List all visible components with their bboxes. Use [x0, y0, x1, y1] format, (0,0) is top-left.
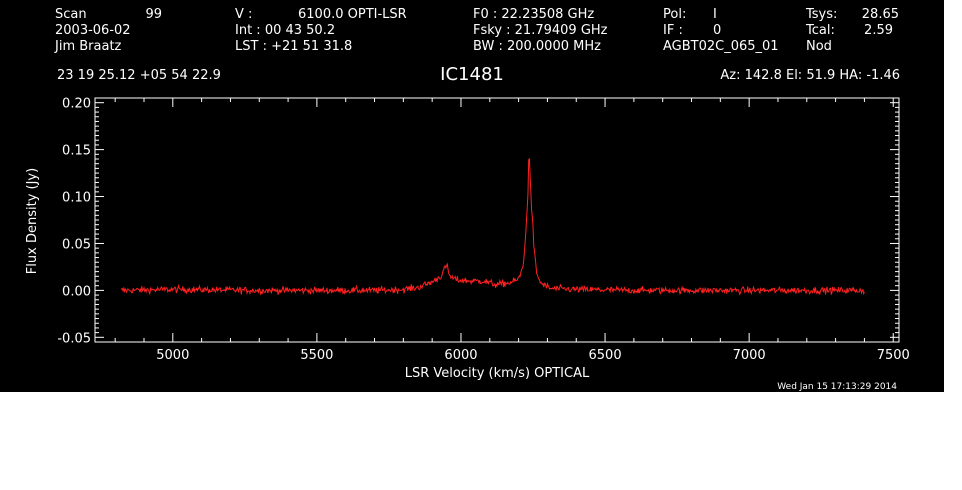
plot-timestamp: Wed Jan 15 17:13:29 2014 [777, 382, 897, 392]
if-value: 0 [713, 23, 721, 38]
observer-name: Jim Braatz [54, 39, 122, 54]
spectrum-panel: Scan 99 2003-06-02 Jim Braatz V : 6100.0… [0, 0, 944, 392]
project-id: AGBT02C_065_01 [663, 39, 779, 54]
observation-date: 2003-06-02 [55, 23, 131, 38]
velocity-value: 6100.0 OPTI-LSR [298, 7, 407, 22]
if-label: IF : [663, 23, 683, 38]
switching-mode: Nod [806, 39, 832, 54]
source-title: IC1481 [440, 64, 504, 85]
x-tick-label: 7500 [877, 348, 910, 363]
y-axis-label: Flux Density (Jy) [25, 168, 40, 274]
spectrum-trace [120, 158, 865, 296]
source-coordinates: 23 19 25.12 +05 54 22.9 [57, 68, 221, 83]
tcal-value: 2.59 [864, 23, 893, 38]
y-tick-label: -0.05 [57, 331, 91, 346]
velocity-label: V : [235, 7, 252, 22]
polarization-label: Pol: [663, 7, 686, 22]
y-tick-label: 0.15 [62, 144, 91, 159]
tsys-value: 28.65 [862, 7, 899, 22]
y-tick-label: 0.20 [62, 97, 91, 112]
rest-frequency: F0 : 22.23508 GHz [473, 7, 594, 22]
x-tick-label: 5000 [156, 348, 189, 363]
y-axis-ticks: -0.05 0.00 0.05 0.10 0.15 0.20 [57, 97, 899, 346]
y-tick-label: 0.00 [62, 284, 91, 299]
y-tick-label: 0.05 [62, 237, 91, 252]
pointing-info: Az: 142.8 El: 51.9 HA: -1.46 [720, 68, 900, 83]
tcal-label: Tcal: [805, 23, 835, 38]
x-tick-label: 5500 [300, 348, 333, 363]
integration-time: Int : 00 43 50.2 [235, 23, 335, 38]
sky-frequency: Fsky : 21.79409 GHz [473, 23, 608, 38]
x-tick-label: 6000 [444, 348, 477, 363]
x-axis-ticks: 5000 5500 6000 6500 7000 7500 [114, 98, 910, 363]
x-tick-label: 7000 [733, 348, 766, 363]
x-tick-label: 6500 [589, 348, 622, 363]
x-axis-label: LSR Velocity (km/s) OPTICAL [405, 366, 590, 381]
tsys-label: Tsys: [805, 7, 837, 22]
y-tick-label: 0.10 [62, 191, 91, 206]
bandwidth: BW : 200.0000 MHz [473, 39, 601, 54]
polarization-value: I [713, 7, 717, 22]
scan-label: Scan [55, 7, 87, 22]
lst-value: LST : +21 51 31.8 [235, 39, 352, 54]
scan-number: 99 [145, 7, 162, 22]
